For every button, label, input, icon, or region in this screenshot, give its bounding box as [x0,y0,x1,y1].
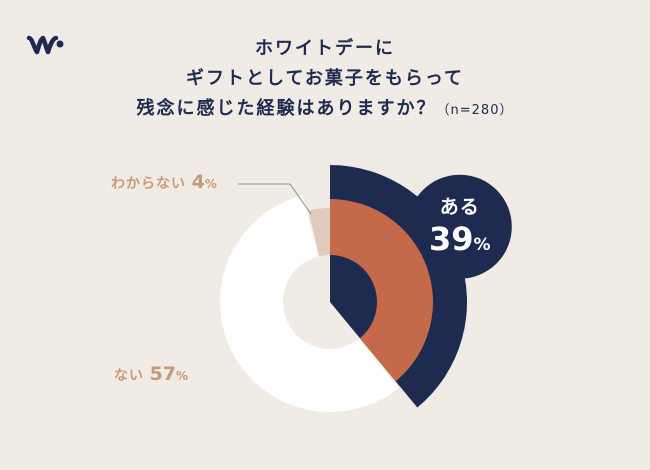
label-wakaranai-unit: % [204,177,217,191]
label-nai: ない 57% [114,363,188,385]
label-nai-unit: % [176,369,189,383]
sample-size: （n=280） [436,103,514,118]
label-wakaranai: わからない 4% [111,171,217,193]
chart-title: ホワイトデーに ギフトとしてお菓子をもらって 残念に感じた経験はありますか？（n… [0,34,650,126]
label-aru-number: 39 [428,219,474,258]
label-aru-text: ある [439,195,480,218]
label-aru: ある 39% [415,194,505,264]
label-aru-value: 39% [415,220,505,264]
chart-slices [220,165,512,412]
title-line-1: ホワイトデーに [255,38,395,59]
label-nai-text: ない [114,368,144,384]
slice-aru-bubble [407,174,512,279]
title-line-3-text: 残念に感じた経験はありますか？ [136,98,437,119]
brand-logo-icon [26,35,64,55]
slice-nai [220,195,399,412]
label-wakaranai-value: 4 [191,171,205,193]
label-wakaranai-text: わからない [111,176,186,192]
title-line-2: ギフトとしてお菓子をもらって [185,68,465,89]
slice-wakaranai [308,208,330,257]
slice-aru [330,199,433,382]
label-nai-value: 57 [149,363,177,385]
title-line-3: 残念に感じた経験はありますか？（n=280） [0,94,650,126]
label-aru-unit: % [473,234,491,255]
leader-line-wakaranai-diag [289,183,312,215]
